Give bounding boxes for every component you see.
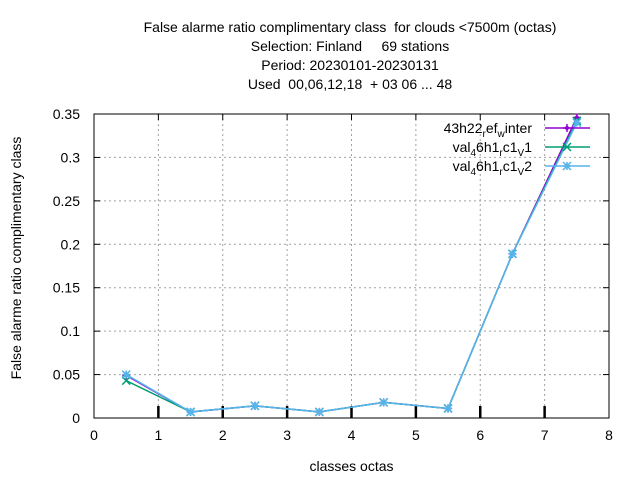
legend-marker-0 [563, 124, 571, 132]
data-point [186, 407, 196, 417]
title-line-2: Period: 20230101-20230131 [261, 57, 439, 73]
legend-marker-1 [562, 142, 572, 152]
data-point [443, 403, 453, 413]
y-axis-label: False alarme ratio complimentary class [8, 137, 24, 380]
data-point [379, 397, 389, 407]
x-tick-label: 2 [219, 427, 227, 443]
data-point [572, 118, 582, 128]
title-line-1: Selection: Finland 69 stations [251, 38, 449, 54]
legend-marker-2 [562, 161, 572, 171]
x-tick-label: 0 [90, 427, 98, 443]
x-tick-label: 6 [476, 427, 484, 443]
y-tick-label: 0.1 [61, 323, 81, 339]
axis-ticks: 0 1 2 3 4 5 6 7 8 0 0.05 0.1 0.15 0.2 0.25 0.3 0.35 [53, 106, 613, 443]
series-line-2 [125, 122, 578, 413]
title-line-0: False alarme ratio complimentary class f… [144, 19, 557, 35]
y-tick-label: 0.05 [53, 367, 80, 383]
x-tick-label: 5 [412, 427, 420, 443]
y-tick-label: 0.15 [53, 280, 80, 296]
x-tick-label: 4 [348, 427, 356, 443]
data-point [507, 249, 517, 259]
legend-label-0: 43h22refwinter [444, 120, 533, 140]
title-line-3: Used 00,06,12,18 + 03 06 ... 48 [248, 76, 453, 92]
x-tick-label: 1 [154, 427, 162, 443]
x-axis-label: classes octas [309, 458, 393, 474]
y-tick-label: 0.3 [61, 149, 81, 165]
x-tick-label: 7 [541, 427, 549, 443]
data-point [121, 370, 131, 380]
chart-title: False alarme ratio complimentary class f… [144, 19, 557, 92]
grid [94, 114, 609, 418]
y-tick-label: 0.2 [61, 236, 81, 252]
y-tick-label: 0 [72, 410, 80, 426]
data-point [250, 401, 260, 411]
y-tick-label: 0.35 [53, 106, 80, 122]
y-tick-label: 0.25 [53, 193, 80, 209]
legend-label-1: val46h1rc1V1 [453, 139, 533, 159]
legend-label-2: val46h1rc1V2 [453, 158, 533, 178]
x-tick-label: 3 [283, 427, 291, 443]
x-tick-label: 8 [605, 427, 613, 443]
data-point [314, 407, 324, 417]
series-group [121, 113, 582, 417]
